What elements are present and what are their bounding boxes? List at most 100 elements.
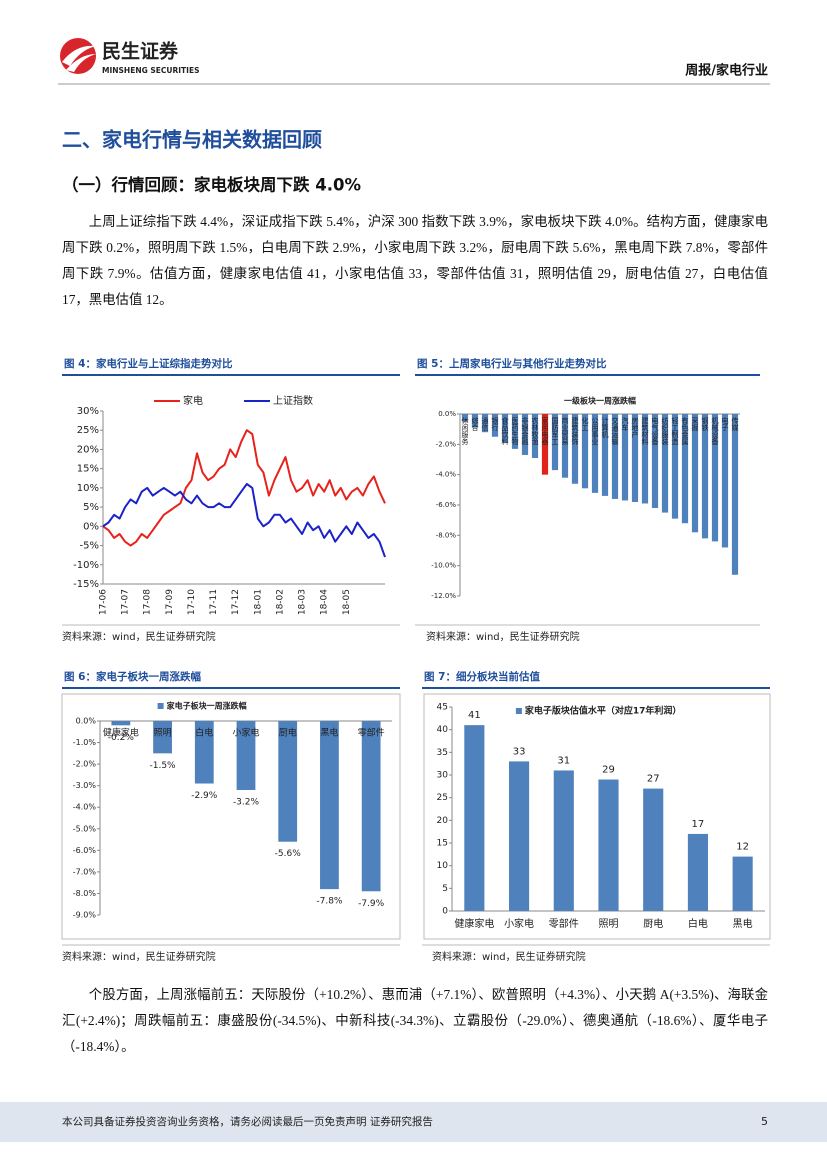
chart-title: 一级板块一周涨跌幅 [564, 396, 636, 406]
y-tick-label: 0.0% [76, 717, 97, 726]
x-tick-label: 18-03 [298, 589, 308, 615]
report-type: 周报/家电行业 [685, 63, 768, 79]
y-tick-label: -5.0% [73, 824, 97, 833]
y-tick-label: 5 [442, 884, 448, 894]
bar [711, 414, 719, 542]
x-tick-label: 商业贸易 [561, 416, 569, 446]
x-tick-label: 17-11 [209, 589, 219, 615]
section-title: 二、家电行情与相关数据回顾 [62, 128, 322, 152]
data-label: -5.6% [275, 849, 302, 859]
figure-source: 资料来源：wind，民生证券研究院 [426, 630, 580, 643]
data-label: -1.5% [150, 761, 177, 771]
bar [561, 414, 569, 478]
bar [571, 414, 579, 484]
x-tick-label: 照明 [599, 918, 619, 930]
bar [641, 414, 649, 504]
x-tick-label: 17-08 [143, 589, 153, 615]
subsection-title: （一）行情回顾：家电板块周下跌 4.0% [62, 175, 361, 195]
y-tick-label: -10.0% [431, 562, 456, 570]
y-tick-label: 15% [77, 464, 99, 475]
bar [721, 414, 729, 548]
y-tick-label: -10% [73, 560, 99, 571]
figure-title: 图 6：家电子板块一周涨跌幅 [64, 670, 201, 683]
bar [153, 721, 172, 754]
y-tick-label: 45 [437, 703, 448, 713]
bar [111, 721, 131, 726]
bar [481, 414, 489, 433]
bar [691, 414, 699, 533]
bar [194, 721, 214, 784]
x-tick-label: 汽车 [621, 416, 629, 432]
x-tick-label: 家用电器 [541, 416, 549, 446]
bar [511, 414, 519, 449]
legend-label: 上证指数 [273, 394, 313, 407]
figure-title: 图 4：家电行业与上证综指走势对比 [64, 357, 233, 370]
data-label: -2.9% [191, 791, 218, 801]
y-tick-label: 30 [437, 771, 449, 781]
y-tick-label: 0% [83, 521, 99, 532]
bar [601, 414, 609, 496]
y-tick-label: 15 [437, 839, 448, 849]
legend-swatch [515, 708, 522, 714]
chart-frame [423, 693, 771, 940]
paragraph: 个股方面，上周涨幅前五：天际股份（+10.2%）、惠而浦（+7.1%）、欧普照明… [62, 987, 768, 1054]
legend-label: 家电子板块一周涨跌幅 [167, 701, 247, 711]
x-tick-label: 休闲服务 [461, 416, 469, 446]
x-tick-label: 17-07 [121, 589, 131, 615]
x-tick-label: 有色金属 [681, 416, 689, 446]
x-tick-label: 电子 [721, 416, 729, 431]
y-tick-label: -15% [73, 579, 99, 590]
x-tick-label: 化工 [581, 416, 589, 431]
x-tick-label: 综合 [471, 416, 479, 432]
x-tick-label: 17-06 [99, 589, 109, 615]
data-label: 29 [602, 765, 615, 776]
x-tick-label: 健康家电 [454, 917, 494, 930]
x-tick-label: 公用事业 [591, 417, 599, 445]
bar [581, 414, 589, 489]
x-tick-label: 医药生物 [511, 417, 519, 446]
footer-disclaimer: 本公司具备证券投资咨询业务资格，请务必阅读最后一页免责声明 证券研究报告 [62, 1115, 433, 1128]
legend-label: 家电 [183, 394, 203, 407]
x-tick-label: 17-12 [231, 589, 241, 615]
line-series [102, 483, 386, 558]
bar [643, 788, 664, 911]
y-tick-label: -4.0% [73, 803, 97, 812]
x-tick-label: 食品饮料 [501, 416, 509, 446]
data-label: 17 [692, 819, 705, 830]
x-tick-label: 轻工制造 [671, 416, 679, 446]
y-tick-label: -2.0% [73, 760, 97, 769]
bar [687, 833, 708, 911]
y-tick-label: -6.0% [73, 846, 97, 855]
x-tick-label: 钢铁 [701, 416, 709, 432]
page-number: 5 [761, 1115, 768, 1128]
x-tick-label: 房地产 [631, 416, 639, 439]
bar [471, 414, 479, 428]
brand: 民生证券 [102, 40, 179, 63]
y-tick-label: -6.0% [436, 501, 457, 509]
x-tick-label: 18-02 [275, 589, 285, 615]
x-tick-label: 零部件 [549, 917, 579, 930]
bar [598, 779, 619, 911]
bar [461, 414, 469, 422]
y-tick-label: -1.0% [73, 738, 97, 747]
bar [236, 721, 256, 790]
y-tick-label: -5% [80, 541, 99, 552]
y-tick-label: 0 [442, 907, 448, 917]
bar [320, 721, 339, 890]
x-tick-label: 农林牧渔 [531, 416, 539, 446]
data-label: 33 [513, 746, 526, 757]
bar [509, 761, 530, 911]
bar [464, 725, 485, 911]
bar [591, 414, 599, 493]
y-tick-label: 20% [77, 444, 99, 455]
bar [631, 414, 639, 502]
data-label: -0.2% [108, 733, 135, 743]
y-tick-label: -8.0% [73, 889, 97, 898]
chart-frame [61, 693, 401, 940]
x-tick-label: 纺织服装 [661, 416, 669, 446]
y-tick-label: 20 [437, 816, 449, 826]
bar [651, 414, 659, 509]
data-label: -7.9% [358, 899, 385, 909]
x-tick-label: 18-05 [342, 589, 352, 615]
bar [661, 414, 669, 513]
